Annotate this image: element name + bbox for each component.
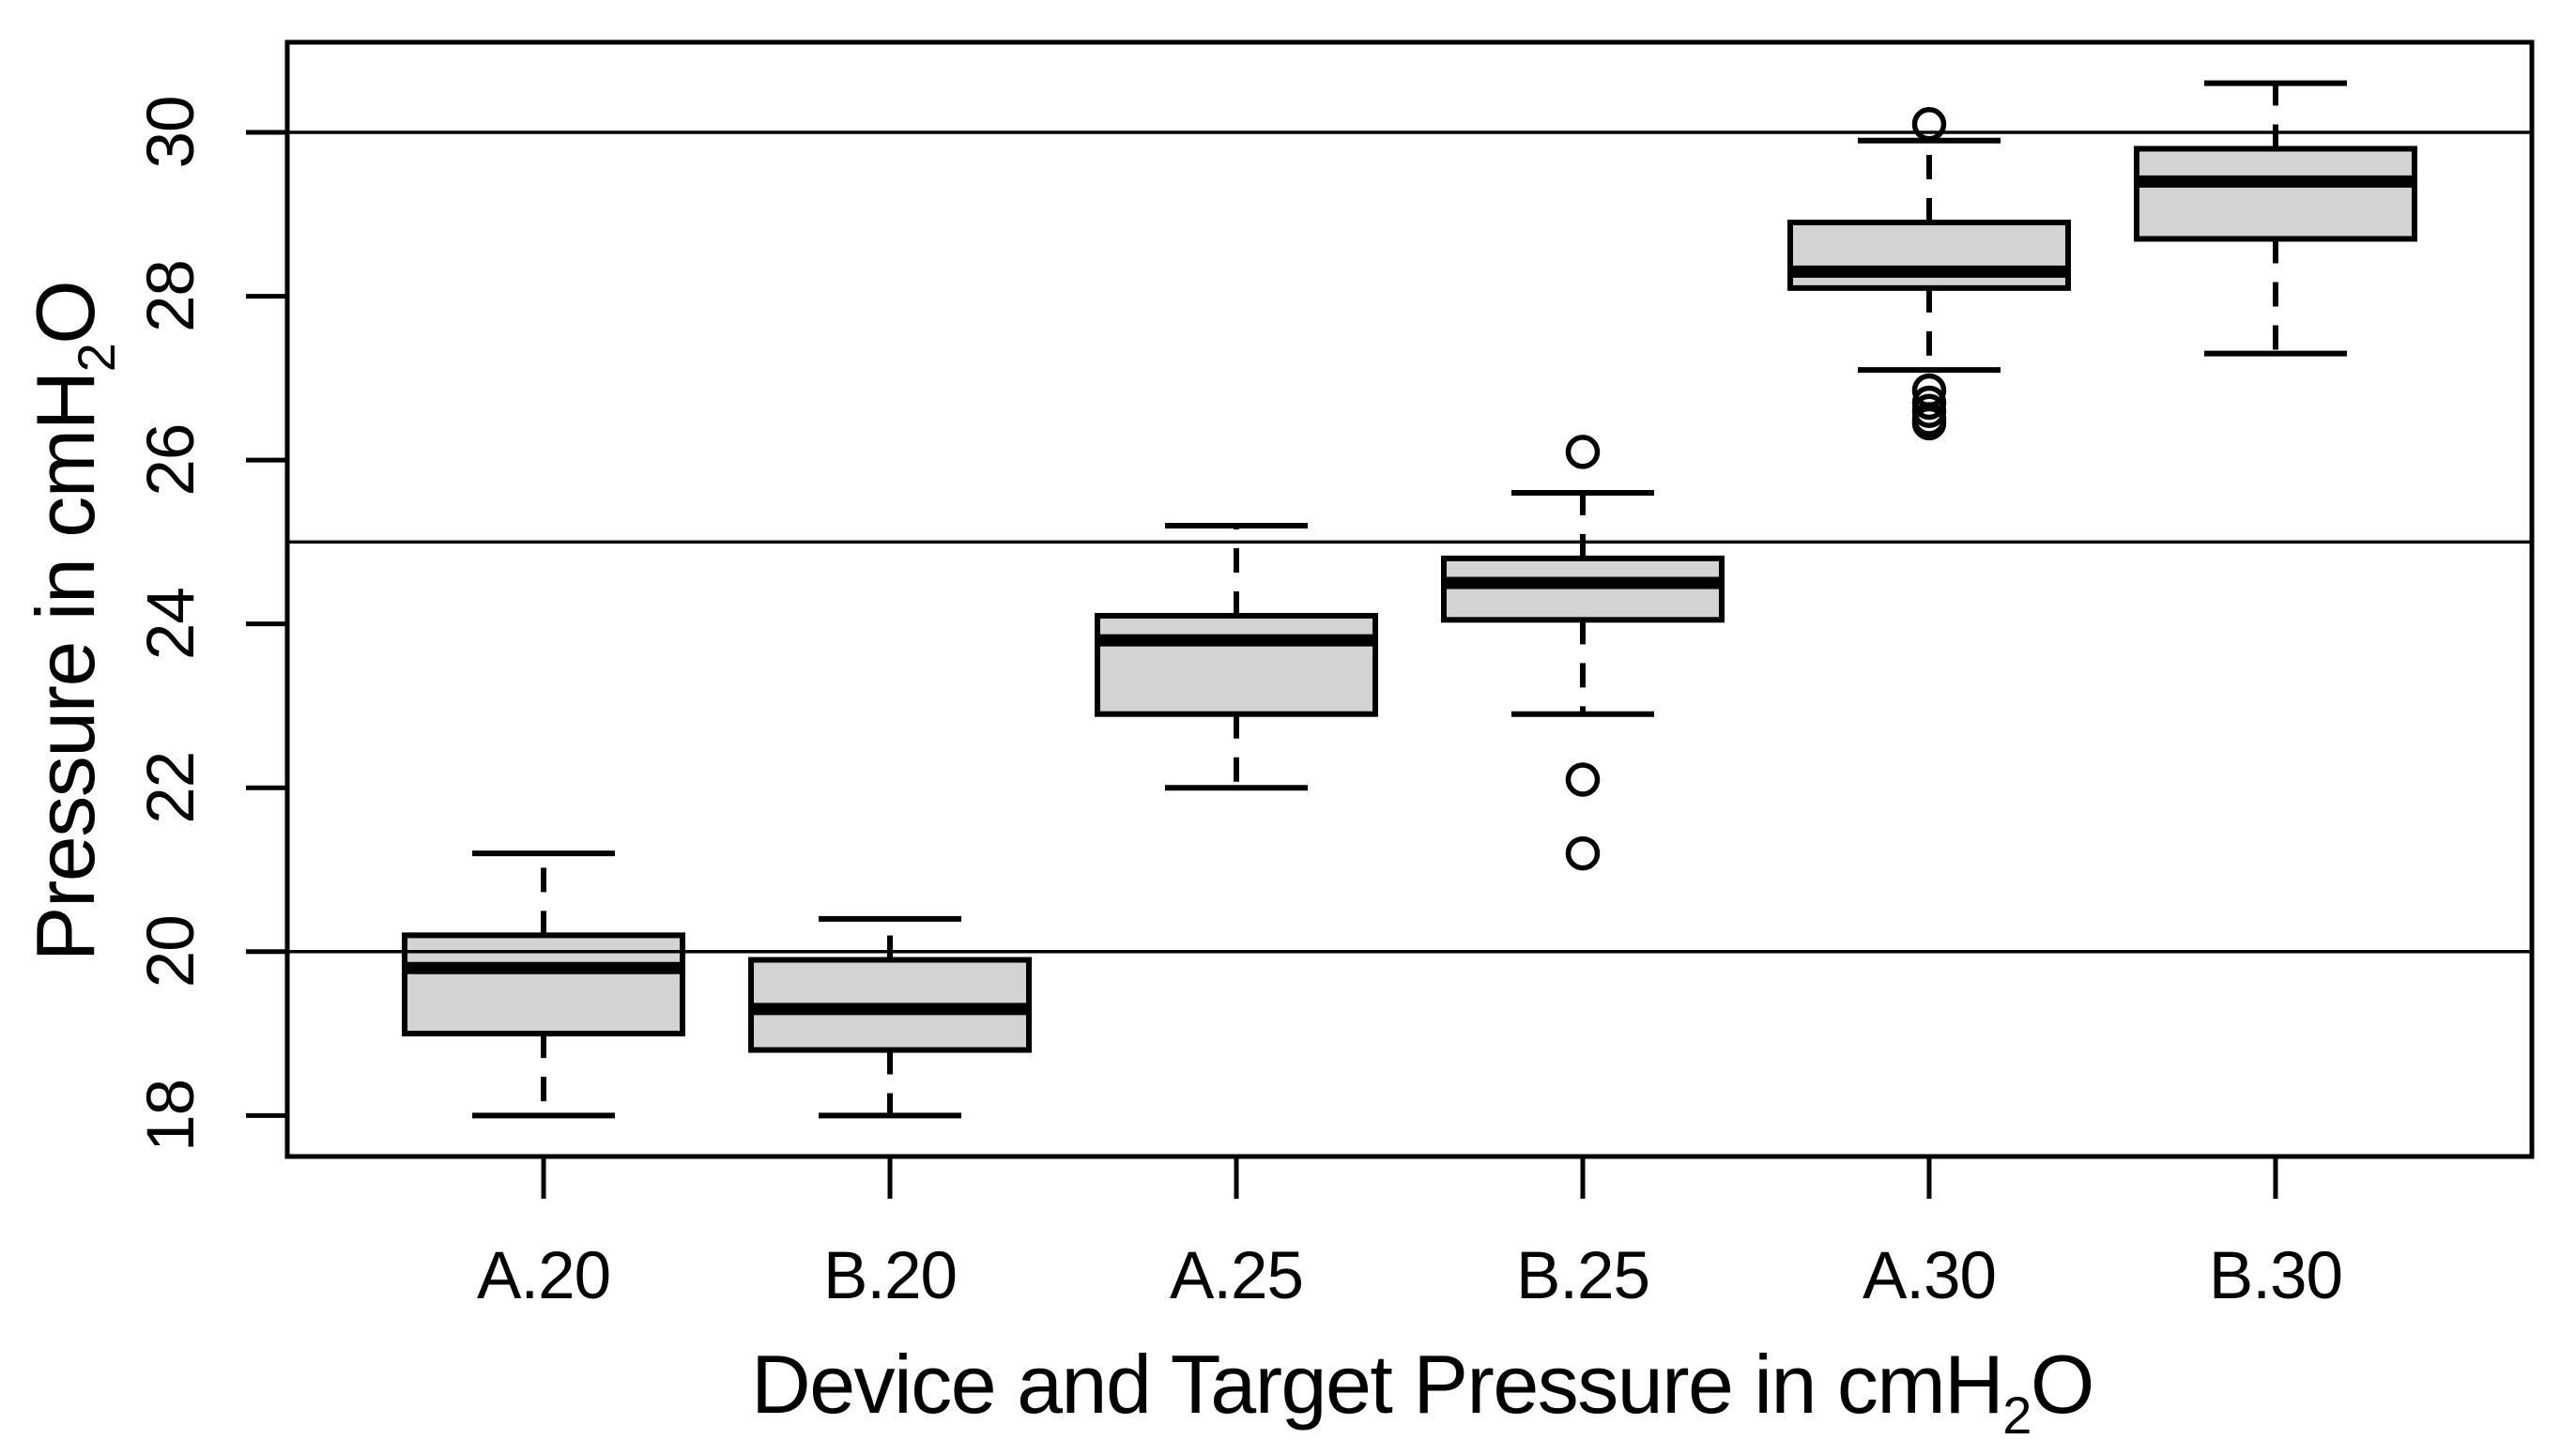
box-B.25 xyxy=(1440,555,1725,623)
y-tick-label-22: 22 xyxy=(134,752,208,824)
x-tick-label-B.30: B.30 xyxy=(2209,1239,2342,1313)
y-tick-label-24: 24 xyxy=(134,588,208,660)
outlier-B.25-1 xyxy=(1565,762,1601,797)
y-tick-label-28: 28 xyxy=(134,260,208,332)
box-A.30 xyxy=(1786,220,2071,291)
x-tick-label-A.25: A.25 xyxy=(1170,1239,1303,1313)
x-tick-label-B.25: B.25 xyxy=(1516,1239,1649,1313)
outlier-B.25-0 xyxy=(1565,435,1601,469)
x-axis-title: Device and Target Pressure in cmH2O xyxy=(751,1338,2093,1445)
outlier-A.30-0 xyxy=(1911,107,1947,142)
plot-frame xyxy=(284,39,2535,1159)
y-tick-label-26: 26 xyxy=(134,424,208,497)
x-tick-label-A.20: A.20 xyxy=(477,1239,610,1313)
y-tick-label-18: 18 xyxy=(134,1080,208,1152)
x-tick-label-A.30: A.30 xyxy=(1863,1239,1996,1313)
outlier-B.25-2 xyxy=(1565,835,1601,871)
y-tick-label-30: 30 xyxy=(134,97,208,169)
y-axis-title: Pressure in cmH2O xyxy=(19,282,126,961)
box-A.25 xyxy=(1095,612,1379,717)
box-B.30 xyxy=(2133,146,2417,242)
y-tick-label-20: 20 xyxy=(134,915,208,988)
x-tick-label-B.20: B.20 xyxy=(823,1239,957,1313)
outlier-A.30-5 xyxy=(1911,406,1947,441)
